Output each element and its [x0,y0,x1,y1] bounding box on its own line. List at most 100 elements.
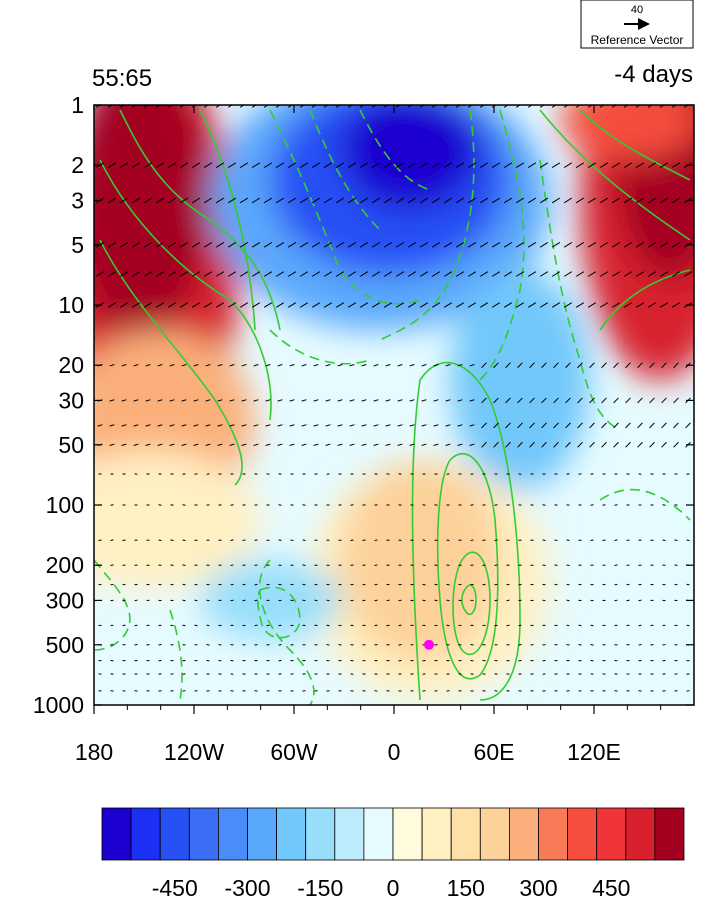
wind-vector [637,441,643,448]
wind-vector [434,564,438,566]
wind-vector [194,690,198,692]
wind-vector [131,197,141,204]
wind-vector [431,162,441,168]
wind-vector [167,242,177,248]
wind-vector [373,424,379,427]
wind-vector [506,473,510,475]
wind-vector [674,583,678,586]
wind-vector [494,564,498,566]
wind-vector [421,424,427,427]
wind-vector [482,539,486,542]
wind-vector [191,242,201,248]
wind-vector [289,363,295,367]
wind-vector [145,363,151,367]
wind-vector [565,441,571,448]
wind-vector [686,690,690,692]
wind-vector [647,271,657,277]
panel-left-label: 55:65 [92,65,152,92]
wind-vector [457,443,463,447]
colorbar-swatch [159,807,190,861]
wind-vector [673,441,679,448]
wind-vector [314,690,318,692]
wind-vector [335,302,345,308]
wind-vector [385,443,391,447]
wind-vector [566,624,570,627]
wind-vector [133,363,139,367]
wind-vector [373,363,379,367]
wind-vector [134,624,138,627]
wind-vector [422,564,426,566]
wind-vector [638,624,642,627]
wind-vector [529,422,535,429]
wind-vector [527,242,537,248]
wind-vector [662,659,666,662]
wind-vector [431,271,441,277]
wind-vector [626,599,630,602]
wind-vector [302,539,306,541]
wind-vector [635,242,645,248]
wind-vector [431,302,441,308]
wind-vector [266,624,270,627]
wind-vector [467,302,477,308]
wind-vector [194,624,198,627]
wind-vector [482,564,486,566]
wind-vector [266,473,270,475]
wind-vector [590,644,594,646]
wind-vector [275,271,285,277]
wind-vector [395,242,405,248]
wind-vector [383,162,393,168]
wind-vector [182,599,186,602]
wind-vector [146,473,150,475]
wind-vector [647,242,657,248]
wind-vector [326,644,330,646]
wind-vector [443,242,453,248]
wind-vector [311,302,321,308]
wind-vector [661,362,667,369]
wind-vector [419,105,425,108]
wind-vector [278,644,282,646]
wind-vector [407,162,417,168]
wind-vector [242,539,246,541]
wind-vector [169,399,175,402]
wind-vector [227,162,237,168]
y-axis: 1 2 3 5 10 20 30 50 100 200 300 500 1000 [33,92,694,718]
wind-vector [635,271,645,277]
wind-vector [410,659,414,662]
wind-vector [683,105,689,108]
wind-vector [503,271,513,277]
wind-vector [311,105,317,108]
wind-vector [143,105,149,108]
wind-vector [539,271,549,277]
wind-vector [515,271,525,277]
wind-vector [482,673,486,675]
wind-vector [554,504,558,506]
reference-point-marker [424,639,434,650]
wind-vector [350,539,354,541]
wind-vector [421,399,427,402]
wind-vector [554,599,558,602]
wind-vector [623,105,629,108]
wind-vector [253,399,259,402]
wind-vector [218,659,222,662]
wind-vector [131,242,141,248]
wind-vector [397,424,403,427]
wind-vector [575,302,585,308]
wind-vector [611,162,621,168]
wind-vector [122,690,126,692]
wind-vector [542,673,546,675]
wind-vector [251,105,257,108]
wind-vector [503,162,513,168]
wind-vector [311,197,321,204]
wind-vector [227,302,237,308]
wind-vector [182,564,186,566]
wind-vector [443,105,449,108]
y-tick-label: 100 [46,492,84,518]
wind-vector [614,690,618,692]
wind-vector [301,424,307,427]
wind-vector [599,162,609,168]
wind-vector [517,441,523,448]
wind-vector [179,197,189,204]
wind-vector [554,583,558,586]
wind-vector [95,271,105,277]
wind-vector [601,441,607,448]
